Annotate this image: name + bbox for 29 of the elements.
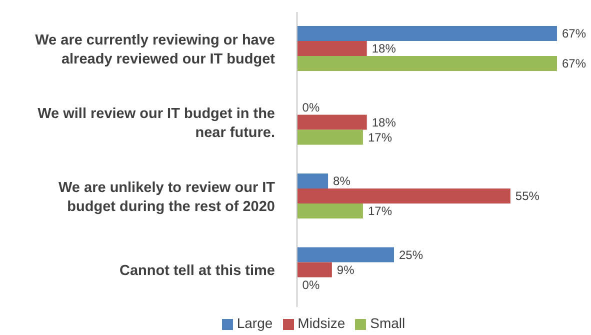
legend-label: Large xyxy=(236,315,273,331)
data-label: 17% xyxy=(368,130,392,144)
data-label: 0% xyxy=(302,100,320,114)
legend-label: Midsize xyxy=(298,315,346,331)
y-tick-label: We will review our IT budget in the near future. xyxy=(38,106,275,142)
data-label: 67% xyxy=(562,56,586,71)
bar xyxy=(297,247,394,262)
bar xyxy=(297,174,328,188)
y-tick-label: Cannot tell at this time xyxy=(120,263,275,280)
y-tick-label: We are unlikely to review our IT budget during the rest of 2020 xyxy=(58,180,276,215)
bar xyxy=(297,26,557,41)
bar xyxy=(297,130,363,145)
data-label: 25% xyxy=(399,248,424,262)
bar xyxy=(297,262,332,278)
y-tick-label: We are currently reviewing or have already reviewed our IT budget xyxy=(35,32,276,68)
bar xyxy=(297,114,367,130)
bar xyxy=(297,41,367,56)
data-label: 9% xyxy=(336,262,355,277)
bar xyxy=(297,204,363,218)
data-label: 67% xyxy=(562,26,586,41)
data-label: 18% xyxy=(372,115,396,130)
data-label: 55% xyxy=(515,189,540,204)
data-label: 17% xyxy=(368,204,392,218)
data-label: 0% xyxy=(302,278,320,292)
bar xyxy=(297,188,510,204)
bar xyxy=(297,56,557,71)
data-label: 18% xyxy=(372,42,396,56)
legend-label: Small xyxy=(370,315,406,331)
data-label: 8% xyxy=(333,174,351,188)
